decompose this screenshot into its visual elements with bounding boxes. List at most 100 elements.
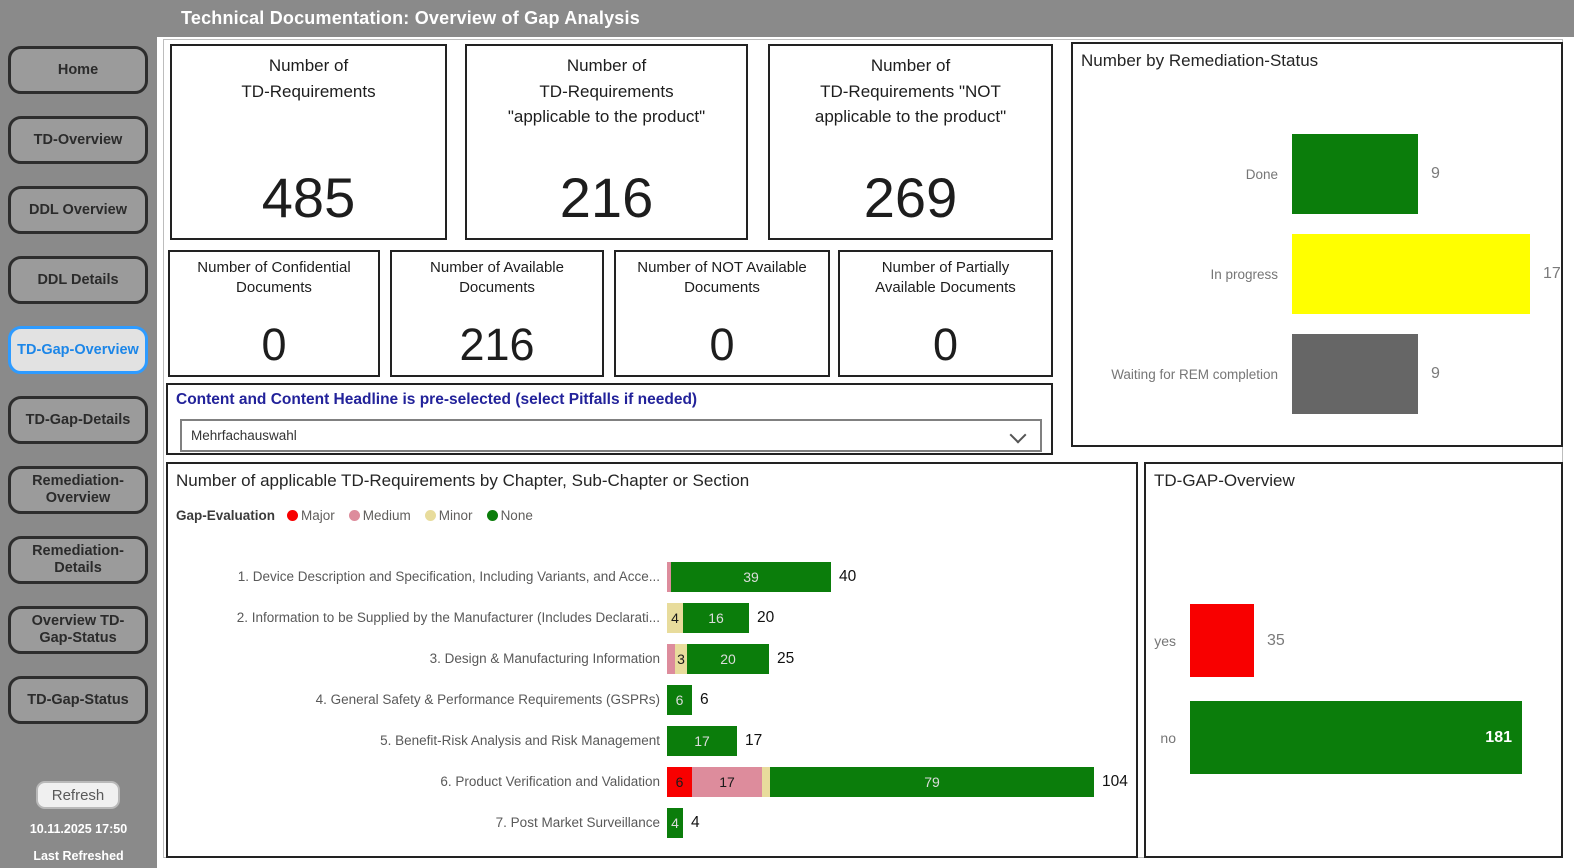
bar-value-label: 9 [1431,365,1440,382]
last-refreshed-time: 10.11.2025 17:50 [29,822,128,836]
category-label: no [1160,729,1176,746]
kpi-card-td-requirements: Number of TD-Requirements 485 [170,44,447,240]
stacked-bar: 4 [667,807,683,838]
tdgap-bar-yes[interactable] [1190,604,1254,677]
chapter-chart-panel: Number of applicable TD-Requirements by … [166,462,1138,858]
bar-segment-minor[interactable]: 3 [675,643,687,674]
stacked-bar: 6 17 79 [667,766,1094,797]
kpi-card-confidential-documents: Number of Confidential Documents 0 [168,250,380,377]
segment-value-label: 20 [720,650,736,667]
kpi-title: Number of Available Documents [430,259,564,297]
bar-segment-none[interactable]: 6 [667,684,692,715]
remediation-row: Waiting for REM completion 9 [1073,324,1561,424]
chapter-row: 5. Benefit-Risk Analysis and Risk Manage… [168,720,1136,761]
titlebar [0,0,1574,37]
kpi-value: 0 [932,319,959,370]
bar-segment-none[interactable]: 4 [667,807,683,838]
category-label: 6. Product Verification and Validation [440,774,660,789]
bar-segment-none[interactable]: 79 [770,766,1094,797]
filter-header: Content and Content Headline is pre-sele… [176,391,698,408]
sidebar-item-home[interactable]: Home [8,46,148,94]
category-label: 3. Design & Manufacturing Information [429,651,660,666]
segment-value-label: 6 [675,773,684,790]
total-value-label: 17 [745,731,763,749]
remediation-bar-done[interactable] [1292,134,1418,214]
stacked-bar: 6 [667,684,692,715]
remediation-row: Done 9 [1073,124,1561,224]
kpi-title: Number of Confidential Documents [197,259,351,297]
bar-segment-major[interactable]: 6 [667,766,692,797]
category-label: In progress [1210,266,1278,282]
legend-dot-icon [287,510,299,521]
remediation-status-panel: Number by Remediation-Status Done 9 In pro… [1071,42,1563,447]
legend-label: Minor [438,508,473,523]
kpi-title: Number of NOT Available Documents [637,259,807,297]
sidebar-item-remediation-overview[interactable]: Remediation- Overview [8,466,148,514]
filter-panel: Content and Content Headline is pre-sele… [166,383,1053,455]
legend-label: None [500,508,533,523]
sidebar: Home TD-Overview DDL Overview DDL Detail… [0,37,157,868]
sidebar-item-td-gap-details[interactable]: TD-Gap-Details [8,396,148,444]
kpi-title: Number of TD-Requirements [241,56,376,101]
refresh-button[interactable]: Refresh [36,781,120,809]
sidebar-item-td-overview[interactable]: TD-Overview [8,116,148,164]
segment-value-label: 4 [671,609,679,626]
sidebar-item-td-gap-overview[interactable]: TD-Gap-Overview [8,326,148,374]
chapter-row: 6. Product Verification and Validation 6 1… [168,761,1136,802]
sidebar-item-td-gap-status[interactable]: TD-Gap-Status [8,676,148,724]
bar-segment-none[interactable]: 20 [687,643,769,674]
bar-segment-none[interactable]: 17 [667,725,737,756]
kpi-card-td-requirements-not-applicable: Number of TD-Requirements "NOT applicabl… [768,44,1053,240]
kpi-value: 216 [559,166,654,229]
kpi-value: 269 [863,166,958,229]
chapter-row: 1. Device Description and Specification,… [168,556,1136,597]
category-label: yes [1154,632,1176,649]
kpi-title: Number of TD-Requirements "applicable to… [507,56,706,126]
legend-label: Medium [362,508,411,523]
dropdown-selected-value: Mehrfachauswahl [191,428,297,443]
kpi-card-partially-available-documents: Number of Partially Available Documents … [838,250,1053,377]
bar-segment-minor[interactable] [762,766,770,797]
gap-evaluation-legend: Gap-Evaluation Major Medium Minor None [176,508,547,523]
category-label: 4. General Safety & Performance Requirem… [315,692,660,707]
remediation-bar-in-progress[interactable] [1292,234,1530,314]
remediation-bar-waiting-for-rem-completion[interactable] [1292,334,1418,414]
td-gap-chart: yes 35 no 181 [1146,592,1561,786]
kpi-card-not-available-documents: Number of NOT Available Documents 0 [614,250,830,377]
bar-value-label: 17 [1543,265,1561,282]
td-gap-chart-title: TD-GAP-Overview [1154,471,1295,490]
bar-segment-medium[interactable] [667,643,675,674]
bar-segment-none[interactable]: 16 [683,602,749,633]
sidebar-item-ddl-details[interactable]: DDL Details [8,256,148,304]
legend-item-medium[interactable]: Medium [348,508,411,523]
legend-item-minor[interactable]: Minor [424,508,473,523]
chapter-row: 4. General Safety & Performance Requirem… [168,679,1136,720]
category-label: 7. Post Market Surveillance [495,815,660,830]
td-gap-overview-panel: TD-GAP-Overview yes 35 no 181 [1144,462,1563,858]
sidebar-item-remediation-details[interactable]: Remediation- Details [8,536,148,584]
legend-item-major[interactable]: Major [287,508,335,523]
total-value-label: 25 [777,649,795,667]
tdgap-bar-no[interactable]: 181 [1190,701,1522,774]
legend-item-none[interactable]: None [486,508,533,523]
segment-value-label: 17 [719,773,735,790]
sidebar-item-ddl-overview[interactable]: DDL Overview [8,186,148,234]
legend-label: Major [301,508,335,523]
kpi-value: 216 [459,319,535,370]
pitfalls-dropdown[interactable]: Mehrfachauswahl [180,419,1042,452]
tdgap-row: no 181 [1146,689,1561,786]
sidebar-item-overview-td-gap-status[interactable]: Overview TD- Gap-Status [8,606,148,654]
bar-segment-minor[interactable]: 4 [667,602,683,633]
bar-segment-medium[interactable] [667,561,671,592]
legend-dot-icon [348,510,360,521]
chevron-down-icon [1009,426,1027,444]
total-value-label: 104 [1102,772,1128,790]
kpi-title: Number of Partially Available Documents [875,259,1016,297]
kpi-value: 0 [261,319,287,370]
bar-segment-medium[interactable]: 17 [692,766,762,797]
bar-segment-none[interactable]: 39 [671,561,831,592]
segment-value-label: 3 [677,650,685,667]
segment-value-label: 16 [708,609,724,626]
total-value-label: 6 [700,690,709,708]
category-label: Waiting for REM completion [1111,366,1278,382]
